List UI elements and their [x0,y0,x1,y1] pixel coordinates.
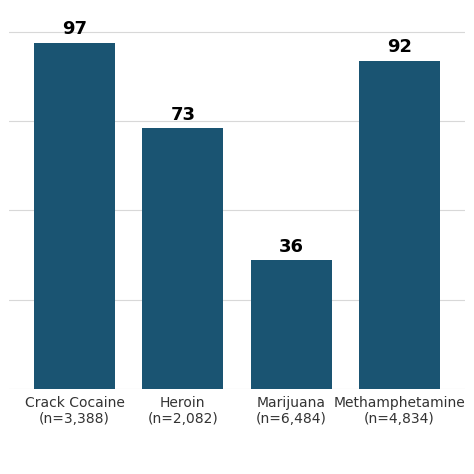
Text: 97: 97 [62,20,87,38]
Bar [142,128,223,389]
Bar [359,61,440,389]
Bar [34,43,115,389]
Text: 73: 73 [170,106,195,124]
Text: 36: 36 [279,238,304,256]
Bar [251,260,332,389]
Text: 92: 92 [387,38,412,56]
